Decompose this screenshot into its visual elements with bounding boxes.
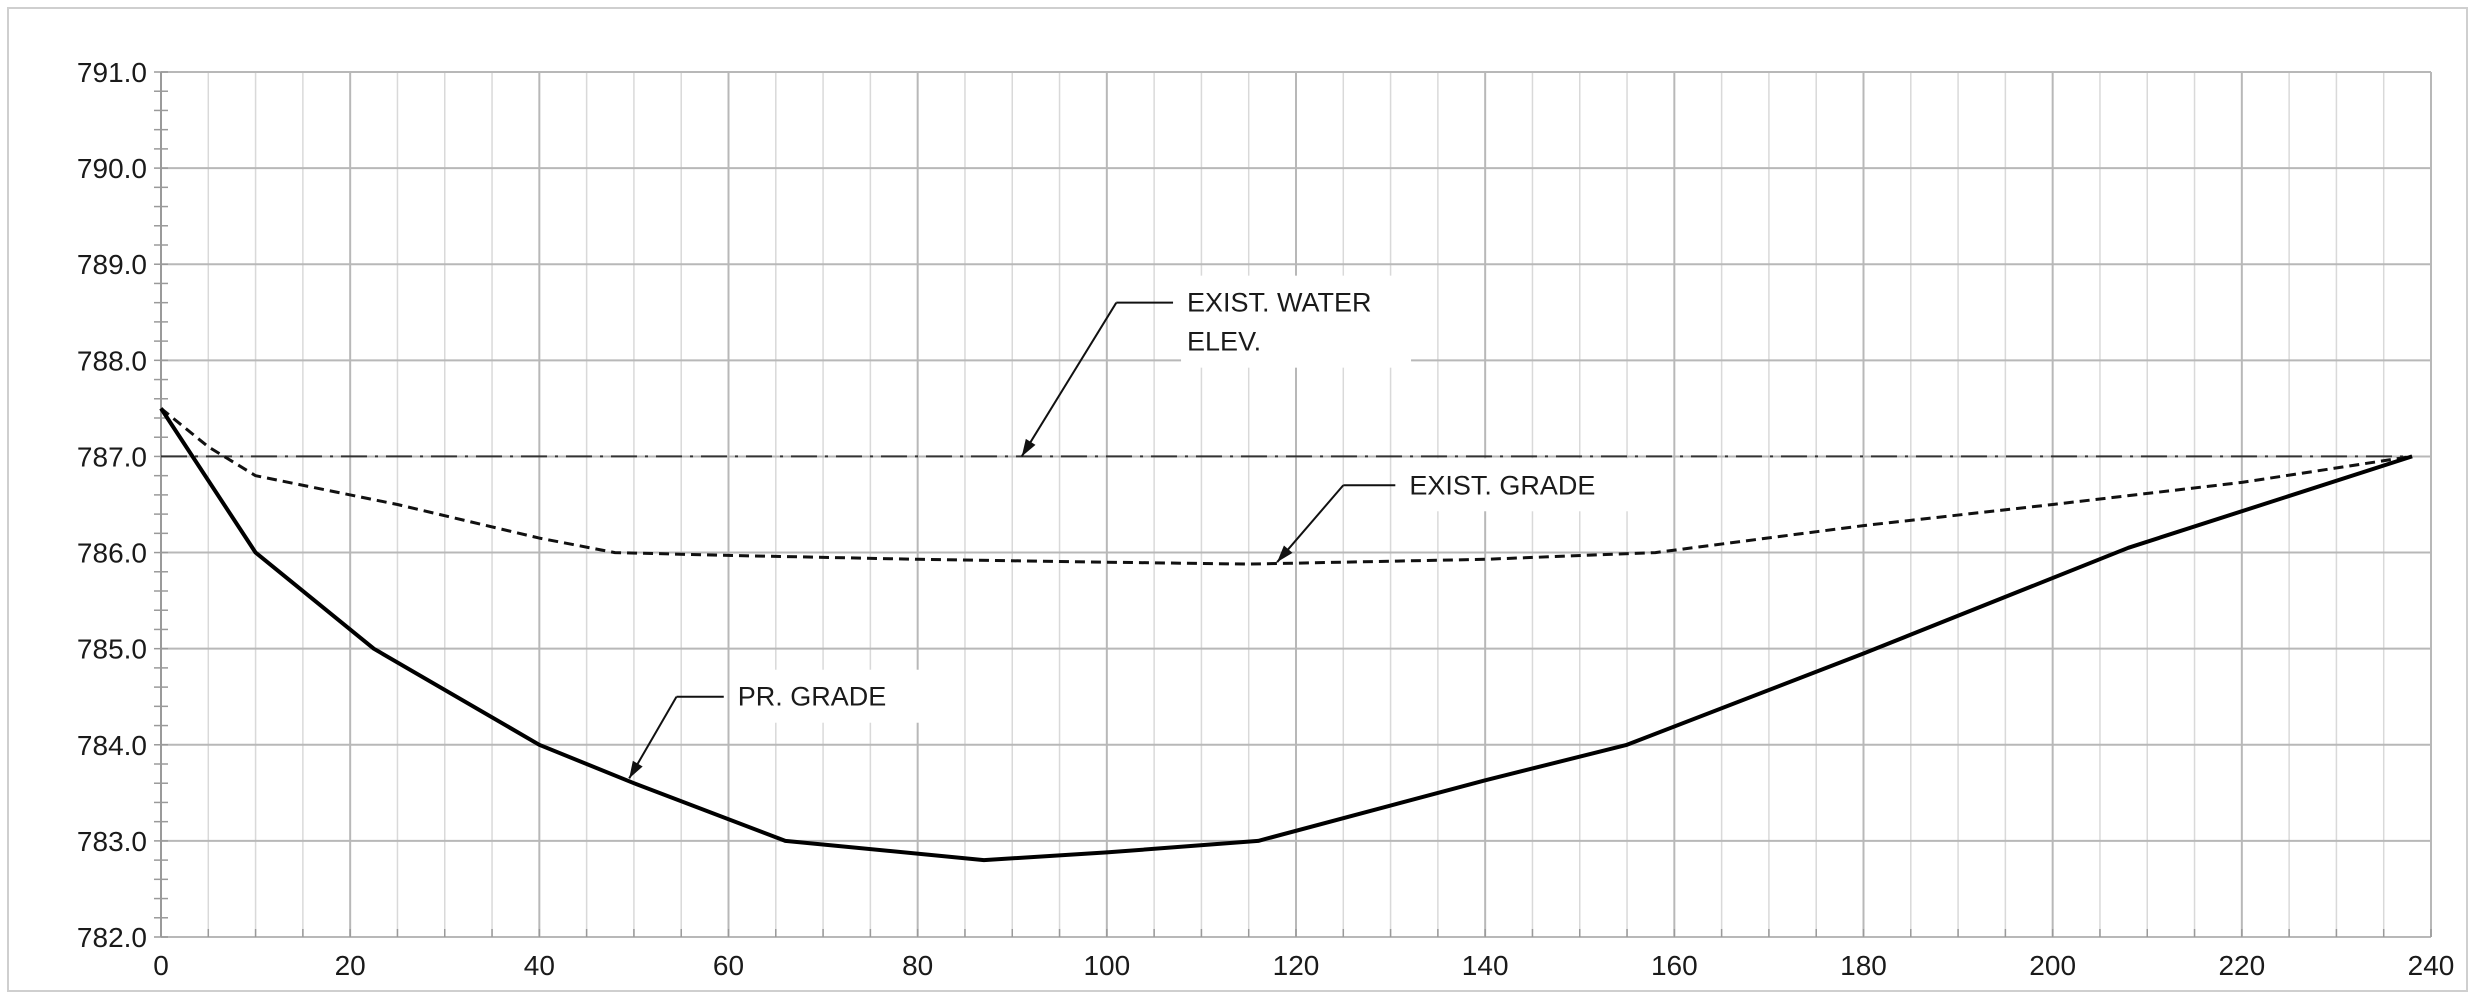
annotation-text: PR. GRADE <box>738 682 887 712</box>
x-tick-label: 160 <box>1651 950 1698 981</box>
arrowhead <box>1277 545 1293 563</box>
y-tick-label: 788.0 <box>77 345 147 376</box>
y-tick-label: 785.0 <box>77 634 147 665</box>
y-tick-label: 789.0 <box>77 249 147 280</box>
arrowhead <box>1021 438 1036 457</box>
x-tick-label: 220 <box>2218 950 2265 981</box>
leader-line <box>1020 302 1118 457</box>
pr-grade-line <box>159 407 2413 863</box>
x-tick-label: 180 <box>1840 950 1887 981</box>
y-tick-label: 782.0 <box>77 922 147 953</box>
x-tick-label: 120 <box>1273 950 1320 981</box>
annotation-2: EXIST. GRADE <box>1276 458 1634 563</box>
axes: 782.0 783.0 784.0 785.0 786.0 787.0 788.0 789.0… <box>77 57 2454 981</box>
annotation-text: EXIST. GRADE <box>1409 470 1595 500</box>
series-lines <box>159 407 2413 863</box>
arrowhead <box>629 760 643 779</box>
x-tick-label: 200 <box>2029 950 2076 981</box>
annotation-label-bg <box>1403 458 1634 512</box>
x-tick-label: 140 <box>1462 950 1509 981</box>
y-tick-label: 787.0 <box>77 441 147 472</box>
annotations: EXIST. WATER ELEV. EXIST. GRADE PR. GRADE <box>628 275 1634 779</box>
annotation-3: PR. GRADE <box>628 669 962 779</box>
y-tick-label: 786.0 <box>77 538 147 569</box>
x-tick-label: 0 <box>153 950 169 981</box>
x-tick-label: 100 <box>1083 950 1130 981</box>
annotation-text: EXIST. WATER <box>1187 288 1372 318</box>
y-tick-label: 790.0 <box>77 153 147 184</box>
y-tick-label: 783.0 <box>77 826 147 857</box>
x-tick-label: 80 <box>902 950 933 981</box>
annotation-label-bg <box>1181 275 1412 368</box>
annotation-label-bg <box>731 669 962 723</box>
x-tick-label: 20 <box>335 950 366 981</box>
chart-border <box>7 7 2468 992</box>
x-tick-label: 240 <box>2408 950 2455 981</box>
y-tick-label: 791.0 <box>77 57 147 88</box>
y-tick-label: 784.0 <box>77 730 147 761</box>
exist-grade-line <box>160 407 2413 566</box>
annotation-text: ELEV. <box>1187 327 1261 357</box>
x-tick-label: 40 <box>524 950 555 981</box>
x-tick-label: 60 <box>713 950 744 981</box>
annotation-1: EXIST. WATER ELEV. <box>1020 275 1412 457</box>
